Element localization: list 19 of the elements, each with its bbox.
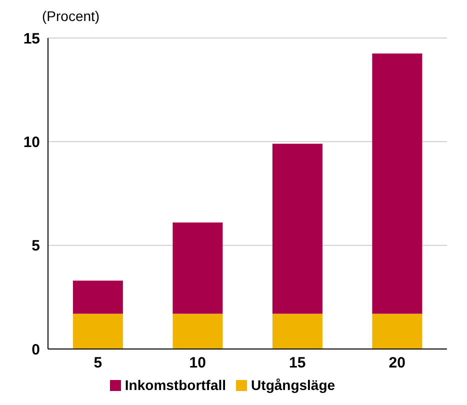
bar [272,314,322,349]
bar [272,144,322,314]
bar [72,314,123,349]
x-tick-label: 10 [189,354,206,372]
y-tick-label: 0 [32,341,40,358]
y-tick-label: 5 [32,238,40,255]
x-tick-label: 20 [388,354,406,372]
bar [372,54,422,314]
y-tick-label: 15 [23,30,40,48]
legend-label: Utgångsläge [251,377,336,393]
y-axis-title: (Procent) [41,8,101,26]
y-tick-label: 10 [23,134,40,151]
legend-label: Inkomstbortfall [124,377,226,393]
x-tick-label: 5 [94,354,102,372]
bar [172,314,223,349]
x-tick-label: 15 [289,354,306,372]
bar [172,222,223,314]
bar [372,314,422,349]
bar [72,280,123,314]
